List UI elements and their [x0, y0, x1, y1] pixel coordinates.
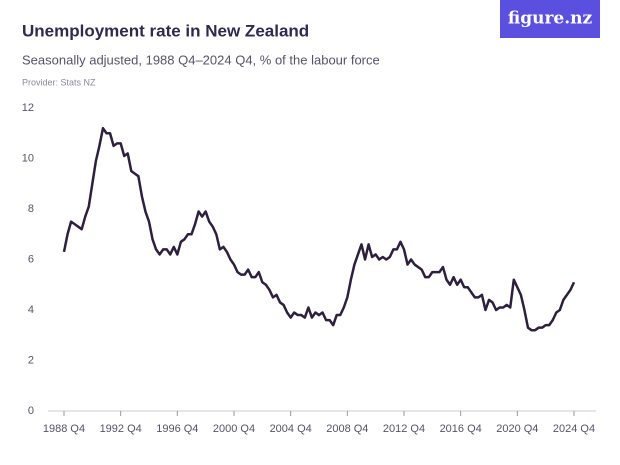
y-tick-label: 8 — [28, 203, 34, 215]
x-tick-label: 2012 Q4 — [383, 423, 425, 435]
x-tick-label: 2020 Q4 — [496, 423, 538, 435]
x-tick-label: 2008 Q4 — [326, 423, 368, 435]
x-tick-label: 2024 Q4 — [553, 423, 595, 435]
x-tick-label: 1988 Q4 — [43, 423, 85, 435]
y-tick-label: 2 — [28, 354, 34, 366]
x-tick-label: 2016 Q4 — [440, 423, 482, 435]
y-tick-label: 10 — [22, 152, 34, 164]
y-tick-label: 0 — [28, 405, 34, 417]
chart-title: Unemployment rate in New Zealand — [22, 21, 309, 40]
y-tick-label: 6 — [28, 253, 34, 265]
logo-box — [500, 0, 600, 38]
source: Provider: Stats NZ — [22, 77, 96, 87]
data-line — [62, 126, 576, 332]
x-tick-label: 2004 Q4 — [270, 423, 312, 435]
x-tick-label: 1996 Q4 — [156, 423, 198, 435]
y-tick-label: 12 — [22, 102, 34, 114]
x-tick-label: 1992 Q4 — [100, 423, 142, 435]
x-tick-label: 2000 Q4 — [213, 423, 255, 435]
chart-subtitle: Seasonally adjusted, 1988 Q4–2024 Q4, % … — [22, 52, 380, 67]
y-tick-label: 4 — [28, 304, 34, 316]
logo: figure.nz — [508, 9, 593, 29]
